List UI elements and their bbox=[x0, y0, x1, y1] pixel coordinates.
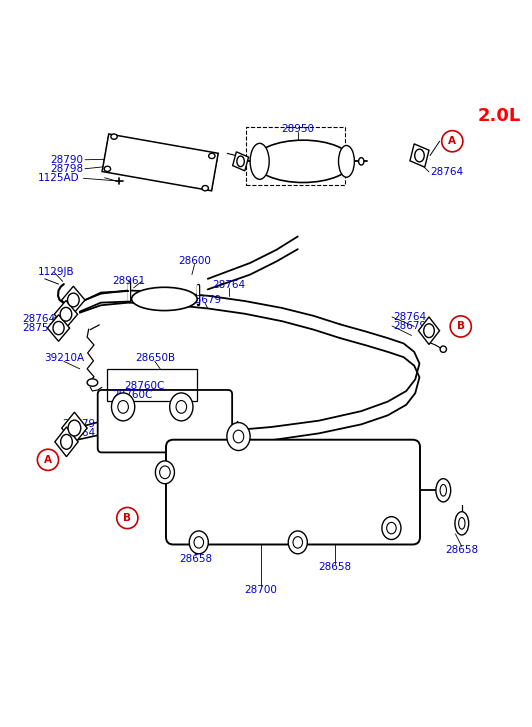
Text: 1129JB: 1129JB bbox=[37, 268, 74, 278]
Text: 28764: 28764 bbox=[212, 280, 245, 290]
Text: 28679: 28679 bbox=[62, 419, 95, 430]
Text: 28790: 28790 bbox=[51, 155, 84, 165]
Ellipse shape bbox=[111, 134, 117, 140]
Text: 28764: 28764 bbox=[430, 167, 463, 177]
Ellipse shape bbox=[387, 523, 396, 534]
Text: 28658: 28658 bbox=[180, 554, 213, 564]
Ellipse shape bbox=[440, 346, 446, 353]
Text: A: A bbox=[44, 455, 52, 465]
FancyBboxPatch shape bbox=[98, 390, 232, 452]
Text: 28798: 28798 bbox=[51, 164, 84, 174]
Bar bbox=[107, 369, 197, 401]
Ellipse shape bbox=[254, 140, 352, 182]
Ellipse shape bbox=[104, 166, 111, 172]
Text: A: A bbox=[448, 136, 456, 146]
Text: 28658: 28658 bbox=[318, 562, 351, 572]
Text: 28650B: 28650B bbox=[135, 353, 175, 364]
Ellipse shape bbox=[237, 156, 244, 166]
Text: 28764: 28764 bbox=[62, 428, 95, 438]
Text: 28700: 28700 bbox=[244, 585, 277, 595]
Text: 2.0L: 2.0L bbox=[477, 107, 520, 125]
Ellipse shape bbox=[160, 466, 170, 478]
Text: 28764: 28764 bbox=[393, 312, 426, 322]
Polygon shape bbox=[54, 300, 78, 328]
Ellipse shape bbox=[415, 149, 424, 162]
Polygon shape bbox=[232, 152, 248, 171]
Ellipse shape bbox=[423, 324, 434, 337]
Text: 28760C: 28760C bbox=[124, 381, 164, 390]
Polygon shape bbox=[47, 315, 70, 341]
Text: 28760C: 28760C bbox=[112, 390, 153, 401]
Polygon shape bbox=[410, 144, 429, 167]
Ellipse shape bbox=[288, 531, 307, 554]
Ellipse shape bbox=[440, 484, 446, 496]
Circle shape bbox=[442, 131, 463, 152]
Ellipse shape bbox=[68, 293, 79, 307]
FancyBboxPatch shape bbox=[166, 440, 420, 545]
Text: 28961: 28961 bbox=[113, 276, 146, 286]
Ellipse shape bbox=[87, 379, 98, 386]
Text: 28658: 28658 bbox=[445, 545, 478, 555]
Ellipse shape bbox=[112, 393, 135, 421]
Ellipse shape bbox=[436, 478, 451, 502]
Text: 28950: 28950 bbox=[281, 124, 314, 134]
Ellipse shape bbox=[293, 537, 303, 548]
Ellipse shape bbox=[209, 153, 215, 158]
Ellipse shape bbox=[455, 512, 469, 535]
Ellipse shape bbox=[131, 287, 197, 310]
Ellipse shape bbox=[359, 158, 364, 165]
Text: 28679: 28679 bbox=[188, 295, 222, 305]
Circle shape bbox=[117, 507, 138, 529]
Ellipse shape bbox=[61, 435, 72, 449]
Ellipse shape bbox=[338, 145, 354, 177]
Polygon shape bbox=[62, 412, 87, 444]
Polygon shape bbox=[62, 286, 85, 314]
Bar bbox=[246, 127, 345, 185]
Ellipse shape bbox=[189, 531, 209, 554]
Ellipse shape bbox=[233, 430, 244, 443]
Ellipse shape bbox=[155, 461, 174, 483]
Text: 39210A: 39210A bbox=[44, 353, 84, 364]
Ellipse shape bbox=[227, 422, 250, 451]
Text: 1125AD: 1125AD bbox=[38, 173, 80, 182]
Ellipse shape bbox=[202, 185, 209, 190]
Text: 28679: 28679 bbox=[393, 321, 426, 331]
Polygon shape bbox=[102, 134, 218, 190]
Polygon shape bbox=[418, 317, 439, 345]
Ellipse shape bbox=[250, 143, 269, 180]
Ellipse shape bbox=[118, 401, 128, 413]
Ellipse shape bbox=[60, 308, 72, 321]
Ellipse shape bbox=[68, 420, 81, 436]
Text: B: B bbox=[457, 321, 465, 332]
Text: 28764: 28764 bbox=[22, 313, 56, 324]
Circle shape bbox=[37, 449, 59, 470]
Ellipse shape bbox=[382, 517, 401, 539]
Ellipse shape bbox=[53, 321, 64, 334]
Text: B: B bbox=[123, 513, 131, 523]
Circle shape bbox=[450, 316, 471, 337]
Polygon shape bbox=[55, 427, 78, 457]
Text: 28751B: 28751B bbox=[22, 323, 63, 332]
Ellipse shape bbox=[459, 518, 465, 529]
Ellipse shape bbox=[194, 537, 204, 548]
Ellipse shape bbox=[176, 401, 187, 413]
Text: 28600: 28600 bbox=[178, 257, 211, 266]
Ellipse shape bbox=[170, 393, 193, 421]
